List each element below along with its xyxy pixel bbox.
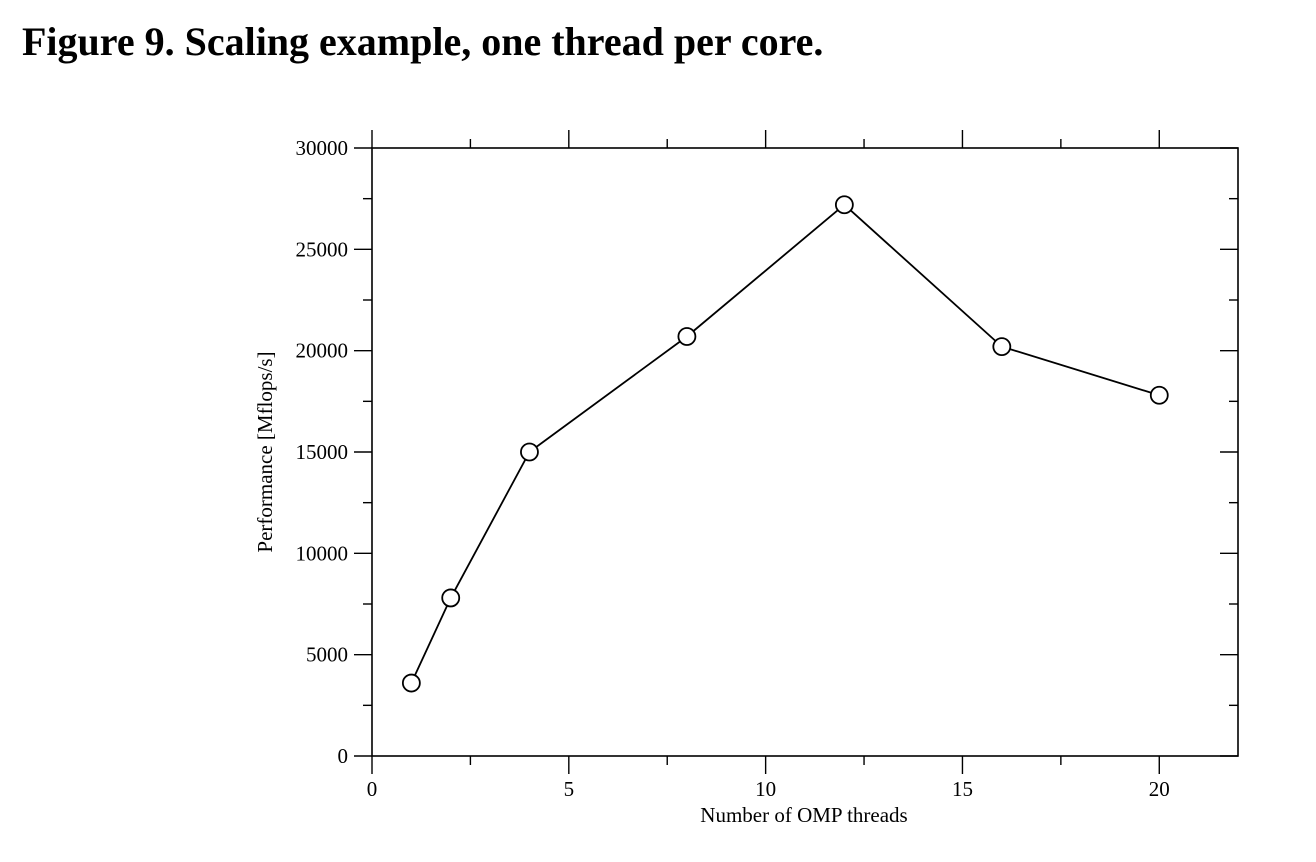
series-line: [410, 203, 1160, 684]
data-point-marker: [992, 337, 1012, 357]
axes: [371, 147, 1239, 757]
data-point-marker: [401, 673, 421, 693]
data-point-marker: [834, 195, 854, 215]
x-tick-label: 15: [952, 777, 973, 801]
y-tick-label: 0: [338, 744, 349, 768]
x-tick-label: 5: [564, 777, 575, 801]
tick-labels: 0 5 10 15 20 0 5000 10000 15000 20000 25000 30000: [296, 136, 1170, 801]
figure-title: Figure 9. Scaling example, one thread pe…: [22, 19, 824, 64]
data-point-marker: [520, 442, 539, 462]
data-point-marker: [677, 327, 697, 346]
x-axis-title: Number of OMP threads: [700, 803, 907, 827]
plot-frame: [371, 147, 1239, 757]
tick-marks: [354, 130, 1238, 774]
y-tick-label: 25000: [296, 237, 349, 261]
y-tick-label: 5000: [306, 643, 348, 667]
x-tick-label: 20: [1149, 777, 1170, 801]
data-series: [401, 195, 1169, 693]
x-tick-label: 0: [367, 777, 378, 801]
x-tick-label: 10: [755, 777, 776, 801]
y-axis-title: Performance [Mflops/s]: [253, 351, 277, 552]
y-tick-label: 30000: [296, 136, 349, 160]
y-tick-label: 20000: [296, 339, 349, 363]
data-point-marker: [1149, 385, 1169, 405]
data-point-marker: [441, 588, 461, 608]
y-tick-label: 15000: [296, 440, 349, 464]
y-tick-label: 10000: [296, 541, 349, 565]
